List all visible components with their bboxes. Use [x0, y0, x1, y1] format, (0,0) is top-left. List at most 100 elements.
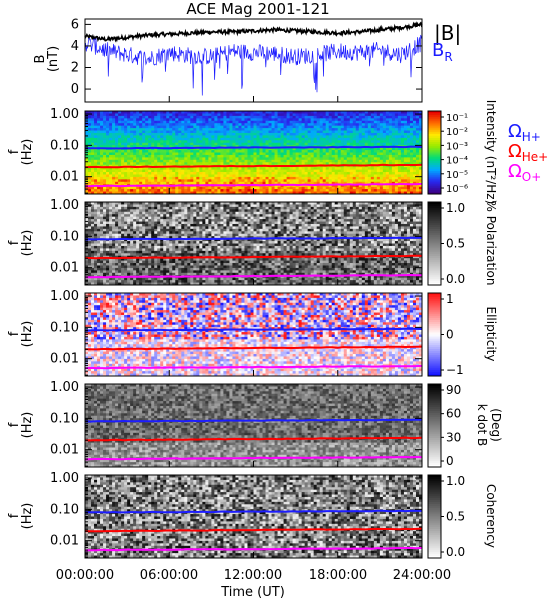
intensity-cell — [211, 169, 215, 173]
polarization-cell — [100, 267, 104, 271]
intensity-cell — [409, 140, 414, 144]
intensity-cell — [394, 152, 399, 156]
intensity-cell — [202, 176, 206, 180]
intensity-cell — [388, 157, 393, 161]
intensity-cell — [265, 159, 269, 163]
intensity-cell — [274, 150, 278, 153]
intensity-cell — [139, 125, 143, 129]
intensity-cell — [148, 128, 152, 131]
intensity-cell — [100, 123, 104, 127]
intensity-cell — [325, 154, 330, 158]
intensity-cell — [181, 132, 185, 136]
intensity-cell — [328, 135, 333, 139]
intensity-cell — [340, 174, 345, 178]
intensity-cell — [418, 115, 423, 119]
intensity-cell — [322, 140, 327, 144]
intensity-cell — [106, 162, 110, 166]
intensity-cell — [292, 130, 297, 134]
intensity-ytick-label-1: 0.10 — [50, 138, 79, 153]
intensity-cell — [139, 142, 143, 146]
intensity-cell — [301, 130, 306, 134]
intensity-cell — [313, 152, 318, 156]
intensity-cell — [193, 145, 197, 149]
intensity-cell — [136, 123, 140, 127]
intensity-cell — [190, 172, 194, 175]
intensity-cell — [232, 172, 236, 175]
intensity-cell — [346, 186, 351, 190]
intensity-cell — [163, 128, 167, 131]
intensity-cell — [310, 147, 315, 151]
intensity-cell — [199, 159, 203, 163]
polarization-cell — [97, 260, 101, 264]
polarization-cell — [88, 228, 92, 232]
intensity-cell — [301, 111, 306, 114]
intensity-cell — [109, 120, 113, 124]
intensity-cell — [364, 125, 369, 129]
intensity-cell — [406, 184, 411, 188]
intensity-cell — [358, 118, 363, 122]
polarization-cell — [112, 223, 116, 227]
intensity-cell — [397, 174, 402, 178]
intensity-cell — [304, 128, 309, 131]
polarization-cell — [127, 243, 131, 247]
polarization-cell — [88, 233, 92, 237]
intensity-cell — [121, 135, 125, 139]
intensity-cell — [412, 150, 417, 153]
intensity-cell — [127, 181, 131, 185]
intensity-cell — [262, 147, 266, 151]
intensity-cell — [223, 123, 227, 127]
intensity-cell — [136, 179, 140, 183]
intensity-cell — [136, 125, 140, 129]
polarization-cell — [139, 238, 143, 242]
intensity-cell — [226, 128, 230, 131]
intensity-cell — [103, 176, 107, 180]
polarization-cell — [133, 228, 137, 232]
polarization-cell — [163, 250, 167, 254]
intensity-cell — [118, 157, 122, 161]
intensity-cell — [340, 135, 345, 139]
intensity-cell — [388, 189, 393, 192]
polarization-cell — [112, 248, 116, 252]
intensity-cell — [271, 135, 275, 139]
intensity-cell — [292, 135, 297, 139]
intensity-cell — [187, 174, 191, 178]
intensity-cell — [208, 157, 212, 161]
intensity-cell — [328, 179, 333, 183]
intensity-cell — [130, 135, 134, 139]
polarization-cell — [109, 223, 113, 227]
intensity-cell — [106, 137, 110, 141]
polarization-cell — [151, 277, 155, 281]
polarization-cell — [88, 243, 92, 247]
intensity-cell — [373, 125, 378, 129]
intensity-cell — [148, 154, 152, 158]
polarization-cell — [124, 221, 128, 225]
intensity-cell — [355, 184, 360, 188]
polarization-cell — [103, 265, 107, 269]
intensity-cell — [151, 169, 155, 173]
polarization-cell — [157, 272, 161, 276]
polarization-cell — [169, 216, 173, 220]
intensity-cell — [199, 145, 203, 149]
intensity-cell — [259, 140, 263, 144]
intensity-cell — [370, 147, 375, 151]
polarization-cell — [154, 231, 158, 235]
intensity-cell — [322, 184, 327, 188]
polarization-cell — [112, 209, 116, 213]
intensity-cell — [190, 115, 194, 119]
intensity-cell — [280, 179, 284, 183]
intensity-cell — [160, 191, 164, 195]
intensity-cell — [169, 142, 173, 146]
polarization-cell — [97, 267, 101, 271]
polarization-cell — [163, 219, 167, 222]
intensity-cell — [328, 174, 333, 178]
intensity-cell — [385, 118, 390, 122]
intensity-cell — [118, 150, 122, 153]
polarization-cell — [127, 263, 131, 266]
intensity-cell — [373, 115, 378, 119]
intensity-cell — [142, 191, 146, 195]
intensity-cell — [283, 118, 287, 122]
intensity-cell — [184, 189, 188, 192]
intensity-cell — [274, 118, 278, 122]
polarization-cell — [88, 250, 92, 254]
polarization-cell — [163, 248, 167, 252]
